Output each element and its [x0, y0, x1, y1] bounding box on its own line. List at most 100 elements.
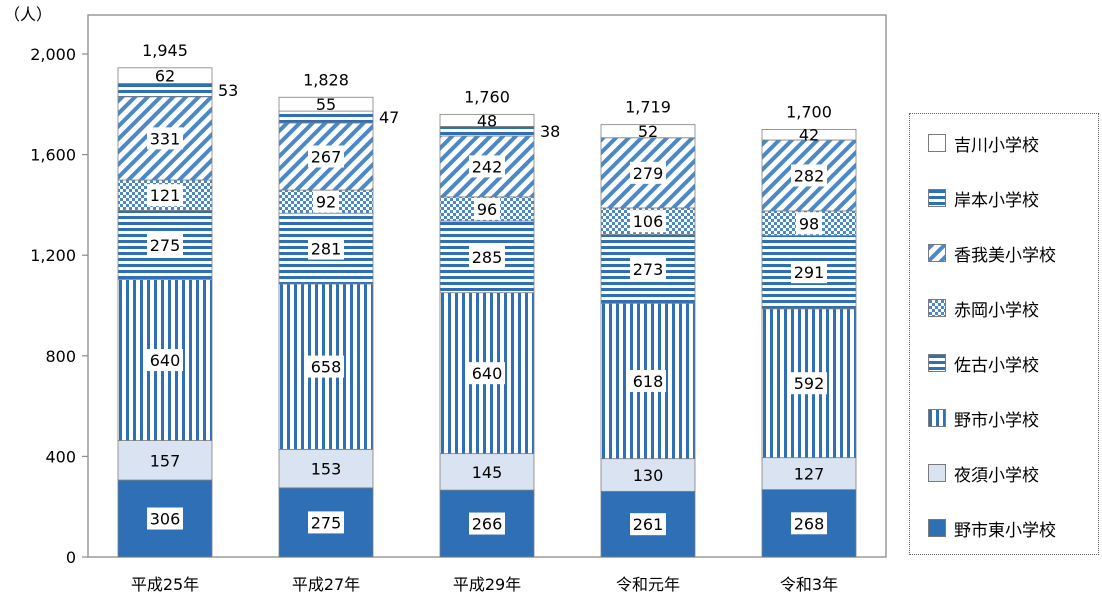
data-label-background — [147, 184, 183, 207]
data-label: 640 — [150, 351, 181, 370]
data-label: 98 — [799, 214, 819, 233]
data-label: 42 — [799, 126, 819, 145]
legend-swatch — [928, 354, 946, 372]
legend-label: 野市小学校 — [954, 410, 1039, 431]
data-label-background — [796, 212, 822, 235]
data-label: 145 — [472, 463, 503, 482]
legend-item: 岸本小学校 — [928, 187, 1039, 211]
legend-label: 野市東小学校 — [954, 520, 1056, 541]
legend-item: 吉川小学校 — [928, 132, 1039, 156]
data-label: 242 — [472, 157, 503, 176]
legend: 吉川小学校 岸本小学校 香我美小学校 赤岡小学校 佐古小学校 野市小学校 夜須小学校 野市東小… — [909, 113, 1099, 555]
data-label-background — [147, 127, 183, 150]
legend-swatch — [928, 189, 946, 207]
x-tick-label: 令和3年 — [780, 575, 838, 594]
data-label-background — [474, 197, 500, 220]
data-label-background — [308, 237, 344, 260]
bar-segment — [600, 458, 696, 492]
legend-swatch — [928, 244, 946, 262]
data-label: 62 — [155, 67, 175, 86]
data-label-background — [469, 245, 505, 268]
data-label: 281 — [311, 240, 342, 259]
data-label: 291 — [794, 263, 825, 282]
total-label: 1,719 — [625, 98, 671, 117]
data-label: 266 — [472, 515, 503, 534]
y-unit-label: （人） — [4, 5, 52, 24]
bar-segment — [600, 124, 696, 139]
legend-label: 佐古小学校 — [954, 355, 1039, 376]
data-label: 268 — [794, 514, 825, 533]
data-label: 130 — [633, 466, 664, 485]
y-tick-label: 800 — [45, 347, 76, 366]
data-label: 38 — [540, 122, 560, 141]
legend-swatch — [928, 134, 946, 152]
data-label: 331 — [150, 129, 181, 148]
y-tick-label: 1,600 — [30, 146, 76, 165]
total-label: 1,945 — [142, 41, 188, 60]
data-label: 273 — [633, 260, 664, 279]
x-tick-label: 平成27年 — [292, 575, 360, 594]
data-label-background — [630, 513, 666, 536]
data-label-background — [630, 257, 666, 280]
data-label: 121 — [150, 186, 181, 205]
data-label-background — [469, 362, 505, 385]
data-label: 157 — [150, 451, 181, 470]
data-label: 658 — [311, 358, 342, 377]
data-label: 52 — [638, 122, 658, 141]
data-label-background — [147, 349, 183, 372]
data-label-background — [791, 512, 827, 535]
y-tick-label: 2,000 — [30, 45, 76, 64]
data-label: 618 — [633, 372, 664, 391]
legend-item: 夜須小学校 — [928, 462, 1039, 486]
data-label: 153 — [311, 460, 342, 479]
x-tick-label: 平成25年 — [131, 575, 199, 594]
data-label: 92 — [316, 193, 336, 212]
data-label: 55 — [316, 95, 336, 114]
data-label: 592 — [794, 374, 825, 393]
data-label: 53 — [218, 81, 238, 100]
data-label: 275 — [311, 513, 342, 532]
data-label: 279 — [633, 164, 664, 183]
data-label-background — [308, 145, 344, 168]
data-label-background — [308, 511, 344, 534]
total-label: 1,760 — [464, 87, 510, 106]
data-label-background — [147, 507, 183, 530]
data-label: 127 — [794, 465, 825, 484]
data-label: 267 — [311, 147, 342, 166]
data-label-background — [630, 210, 666, 233]
y-tick-label: 400 — [45, 447, 76, 466]
data-label-background — [469, 155, 505, 178]
legend-label: 吉川小学校 — [954, 135, 1039, 156]
y-tick-label: 1,200 — [30, 246, 76, 265]
legend-label: 夜須小学校 — [954, 465, 1039, 486]
data-label: 106 — [633, 212, 664, 231]
y-tick-label: 0 — [66, 548, 76, 567]
data-label-background — [147, 234, 183, 257]
legend-swatch — [928, 519, 946, 537]
bar-segment — [278, 448, 374, 489]
x-tick-label: 令和元年 — [616, 575, 680, 594]
data-label-background — [791, 164, 827, 187]
legend-label: 赤岡小学校 — [954, 300, 1039, 321]
data-label-background — [308, 355, 344, 378]
total-label: 1,700 — [786, 102, 832, 121]
data-label-background — [469, 512, 505, 535]
data-label: 96 — [477, 200, 497, 219]
data-label-background — [630, 161, 666, 184]
legend-swatch — [928, 299, 946, 317]
data-label: 282 — [794, 166, 825, 185]
legend-item: 佐古小学校 — [928, 352, 1039, 376]
legend-swatch — [928, 464, 946, 482]
legend-item: 赤岡小学校 — [928, 297, 1039, 321]
bar-segment — [761, 129, 857, 141]
bar-segment — [439, 113, 535, 127]
legend-swatch — [928, 409, 946, 427]
data-label-background — [630, 369, 666, 392]
data-label: 306 — [150, 510, 181, 529]
legend-item: 野市小学校 — [928, 407, 1039, 431]
bar-segment — [117, 67, 213, 84]
data-label-background — [313, 190, 339, 213]
legend-item: 野市東小学校 — [928, 517, 1056, 541]
bar-segment — [278, 96, 374, 112]
